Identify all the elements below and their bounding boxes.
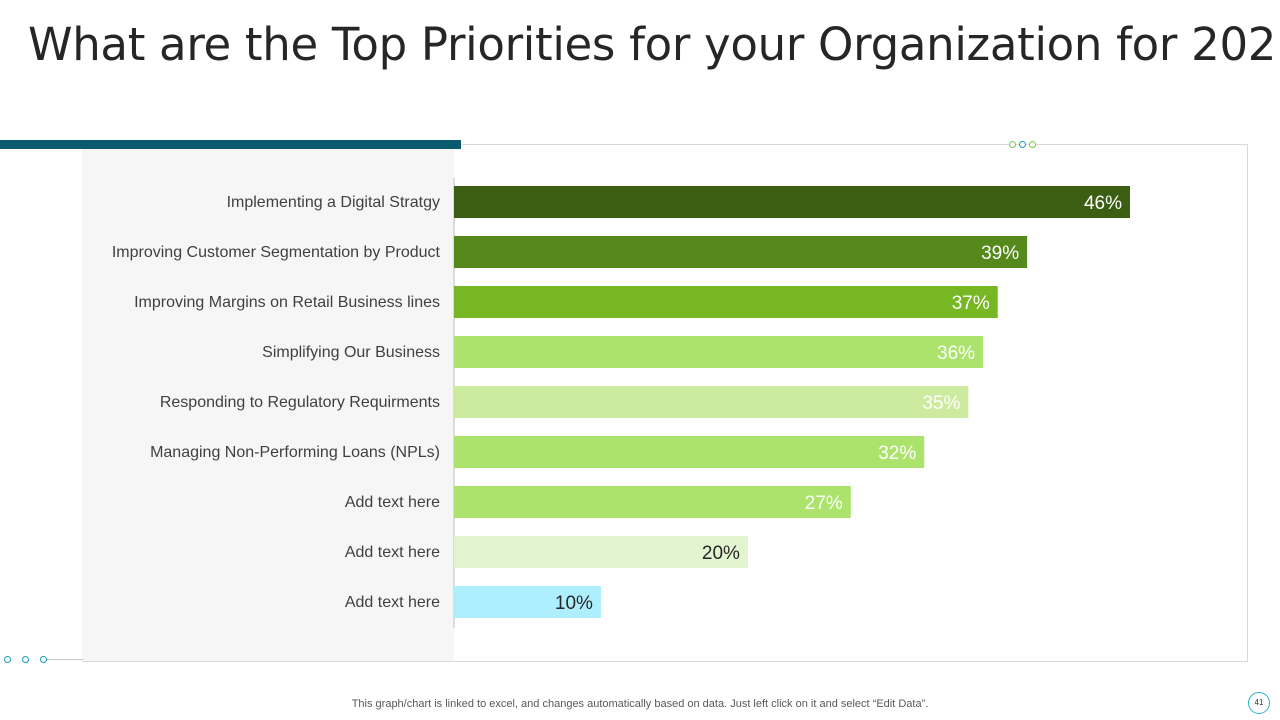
data-label: 10%: [555, 593, 593, 614]
category-label: Implementing a Digital Stratgy: [227, 194, 440, 211]
data-label: 20%: [702, 543, 740, 564]
page-title: What are the Top Priorities for your Org…: [28, 18, 1280, 71]
decor-dot: [40, 656, 47, 663]
data-label: 32%: [878, 443, 916, 464]
category-label: Add text here: [345, 494, 440, 511]
bar[interactable]: [454, 336, 984, 368]
data-label: 27%: [805, 493, 843, 514]
data-label: 36%: [937, 343, 975, 364]
data-label: 46%: [1084, 193, 1122, 214]
bar[interactable]: [454, 536, 748, 568]
category-label: Managing Non-Performing Loans (NPLs): [150, 444, 440, 461]
category-label-panel-fill: [82, 149, 454, 661]
accent-bar: [0, 140, 461, 149]
bar[interactable]: [454, 436, 925, 468]
page-number: 41: [1248, 692, 1270, 714]
data-label: 37%: [952, 293, 990, 314]
category-label: Responding to Regulatory Requirments: [160, 394, 440, 411]
bar[interactable]: [454, 586, 601, 618]
category-label: Improving Customer Segmentation by Produ…: [112, 244, 441, 261]
bar[interactable]: [454, 286, 998, 318]
decor-dot: [1029, 141, 1036, 148]
data-label: 39%: [981, 243, 1019, 264]
category-label: Simplifying Our Business: [262, 344, 440, 361]
footnote: This graph/chart is linked to excel, and…: [351, 698, 929, 710]
bar[interactable]: [454, 236, 1028, 268]
category-label: Add text here: [345, 544, 440, 561]
decor-line: [47, 659, 83, 660]
decor-dot: [22, 656, 29, 663]
bar[interactable]: [454, 186, 1130, 218]
decor-dot: [1019, 141, 1026, 148]
data-label: 35%: [922, 393, 960, 414]
bar[interactable]: [454, 486, 851, 518]
decor-dot: [4, 656, 11, 663]
bar[interactable]: [454, 386, 969, 418]
category-label: Improving Margins on Retail Business lin…: [134, 294, 440, 311]
decor-dot: [1009, 141, 1016, 148]
category-label: Add text here: [345, 594, 440, 611]
